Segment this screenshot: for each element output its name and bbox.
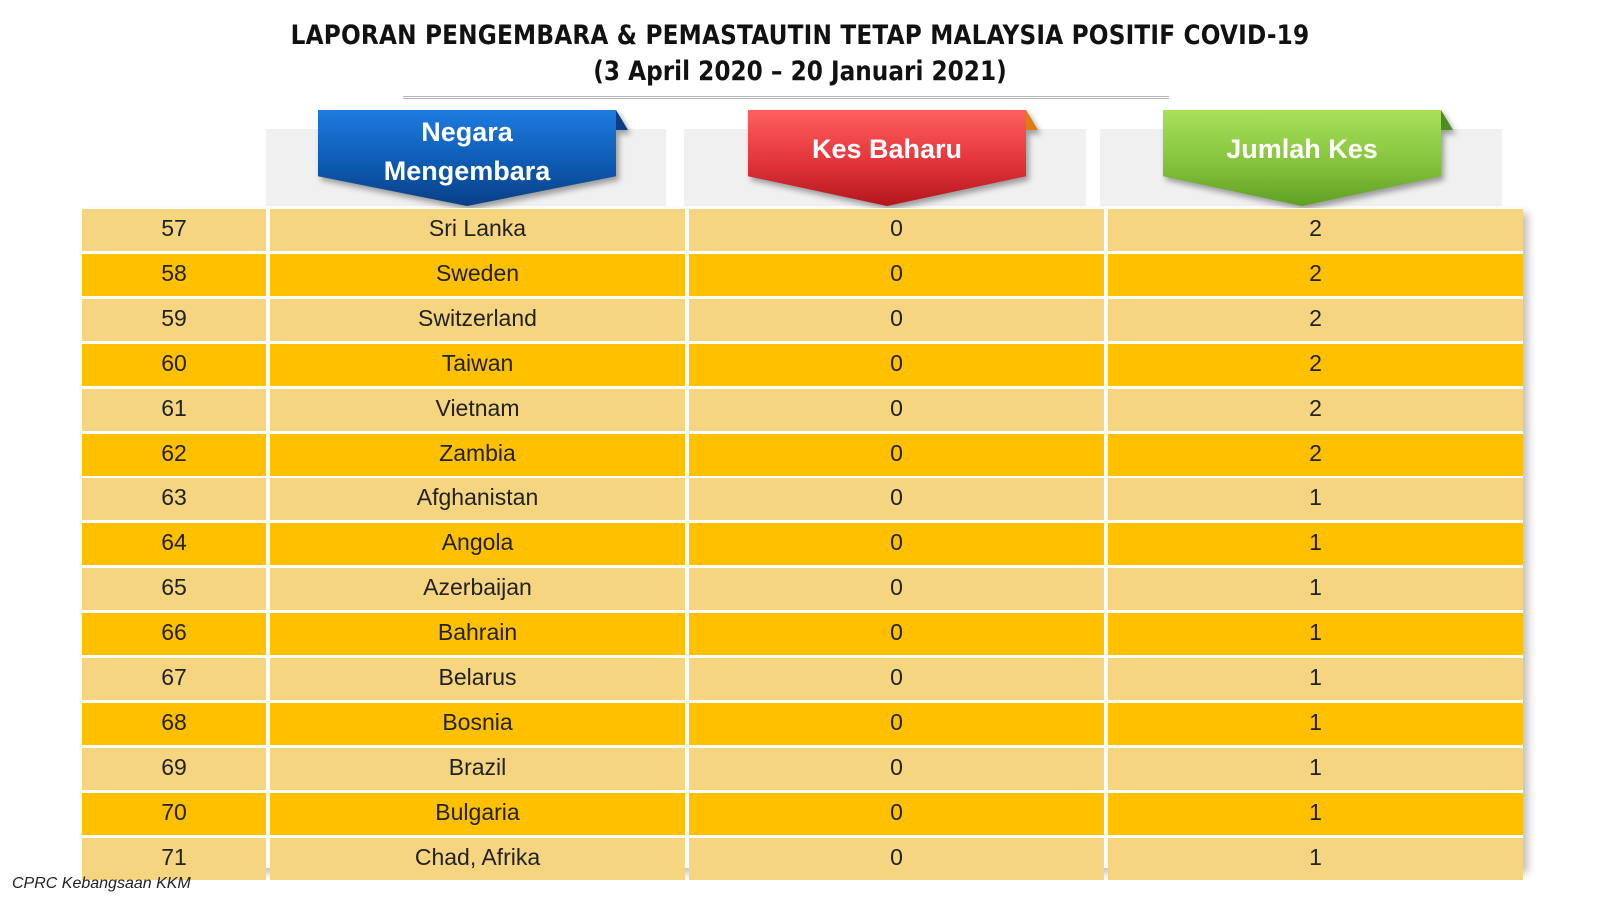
table-row: 67 Belarus 0 1 xyxy=(82,658,1523,700)
cases-table: 57 Sri Lanka 0 2 58 Sweden 0 2 59 Switze… xyxy=(82,208,1523,880)
row-total-cases: 2 xyxy=(1108,209,1523,251)
row-country: Angola xyxy=(270,523,685,565)
table-row: 62 Zambia 0 2 xyxy=(82,434,1523,476)
report-title-line1: LAPORAN PENGEMBARA & PEMASTAUTIN TETAP M… xyxy=(290,20,1310,51)
table-row: 61 Vietnam 0 2 xyxy=(82,389,1523,431)
row-total-cases: 1 xyxy=(1108,838,1523,880)
row-total-cases: 1 xyxy=(1108,793,1523,835)
row-number: 62 xyxy=(82,434,266,476)
row-total-cases: 1 xyxy=(1108,658,1523,700)
banner-fold-decoration xyxy=(616,110,628,130)
row-number: 65 xyxy=(82,568,266,610)
row-country: Brazil xyxy=(270,748,685,790)
row-total-cases: 2 xyxy=(1108,299,1523,341)
table-row: 57 Sri Lanka 0 2 xyxy=(82,209,1523,251)
source-footer: CPRC Kebangsaan KKM xyxy=(12,875,191,892)
row-country: Bulgaria xyxy=(270,793,685,835)
row-new-cases: 0 xyxy=(689,299,1104,341)
row-number: 63 xyxy=(82,478,266,520)
row-total-cases: 2 xyxy=(1108,434,1523,476)
header-country: Negara Mengembara xyxy=(318,110,628,206)
header-total-cases: Jumlah Kes xyxy=(1163,110,1453,206)
row-new-cases: 0 xyxy=(689,389,1104,431)
report-title: LAPORAN PENGEMBARA & PEMASTAUTIN TETAP M… xyxy=(112,18,1488,90)
row-total-cases: 2 xyxy=(1108,389,1523,431)
row-country: Afghanistan xyxy=(270,478,685,520)
title-divider xyxy=(403,96,1169,99)
row-number: 69 xyxy=(82,748,266,790)
row-number: 61 xyxy=(82,389,266,431)
table-row: 58 Sweden 0 2 xyxy=(82,254,1523,296)
row-new-cases: 0 xyxy=(689,568,1104,610)
row-total-cases: 1 xyxy=(1108,703,1523,745)
table-row: 68 Bosnia 0 1 xyxy=(82,703,1523,745)
header-new-cases: Kes Baharu xyxy=(748,110,1038,206)
row-country: Vietnam xyxy=(270,389,685,431)
row-new-cases: 0 xyxy=(689,344,1104,386)
row-new-cases: 0 xyxy=(689,703,1104,745)
row-number: 67 xyxy=(82,658,266,700)
row-new-cases: 0 xyxy=(689,793,1104,835)
row-number: 70 xyxy=(82,793,266,835)
row-country: Switzerland xyxy=(270,299,685,341)
row-country: Chad, Afrika xyxy=(270,838,685,880)
row-total-cases: 1 xyxy=(1108,748,1523,790)
banner-fold-decoration xyxy=(1026,110,1038,130)
row-new-cases: 0 xyxy=(689,658,1104,700)
banner-fold-decoration xyxy=(1441,110,1453,130)
table-row: 69 Brazil 0 1 xyxy=(82,748,1523,790)
row-number: 64 xyxy=(82,523,266,565)
row-country: Belarus xyxy=(270,658,685,700)
row-country: Taiwan xyxy=(270,344,685,386)
row-number: 59 xyxy=(82,299,266,341)
header-country-line1: Negara xyxy=(421,117,513,147)
row-total-cases: 2 xyxy=(1108,254,1523,296)
row-new-cases: 0 xyxy=(689,613,1104,655)
table-row: 70 Bulgaria 0 1 xyxy=(82,793,1523,835)
row-number: 57 xyxy=(82,209,266,251)
row-total-cases: 2 xyxy=(1108,344,1523,386)
table-row: 66 Bahrain 0 1 xyxy=(82,613,1523,655)
row-number: 66 xyxy=(82,613,266,655)
table-row: 71 Chad, Afrika 0 1 xyxy=(82,838,1523,880)
row-total-cases: 1 xyxy=(1108,568,1523,610)
table-row: 63 Afghanistan 0 1 xyxy=(82,478,1523,520)
row-new-cases: 0 xyxy=(689,478,1104,520)
table-row: 64 Angola 0 1 xyxy=(82,523,1523,565)
row-total-cases: 1 xyxy=(1108,478,1523,520)
row-new-cases: 0 xyxy=(689,254,1104,296)
row-country: Azerbaijan xyxy=(270,568,685,610)
row-new-cases: 0 xyxy=(689,838,1104,880)
header-total-cases-label: Jumlah Kes xyxy=(1226,134,1378,164)
row-new-cases: 0 xyxy=(689,748,1104,790)
row-new-cases: 0 xyxy=(689,434,1104,476)
header-country-line2: Mengembara xyxy=(383,156,551,186)
table-row: 65 Azerbaijan 0 1 xyxy=(82,568,1523,610)
row-country: Sri Lanka xyxy=(270,209,685,251)
row-number: 58 xyxy=(82,254,266,296)
header-new-cases-label: Kes Baharu xyxy=(811,134,963,164)
row-new-cases: 0 xyxy=(689,209,1104,251)
table-row: 60 Taiwan 0 2 xyxy=(82,344,1523,386)
row-total-cases: 1 xyxy=(1108,523,1523,565)
row-country: Bosnia xyxy=(270,703,685,745)
row-country: Bahrain xyxy=(270,613,685,655)
row-country: Zambia xyxy=(270,434,685,476)
row-number: 71 xyxy=(82,838,266,880)
row-total-cases: 1 xyxy=(1108,613,1523,655)
row-number: 68 xyxy=(82,703,266,745)
row-number: 60 xyxy=(82,344,266,386)
row-new-cases: 0 xyxy=(689,523,1104,565)
row-country: Sweden xyxy=(270,254,685,296)
table-row: 59 Switzerland 0 2 xyxy=(82,299,1523,341)
report-title-date-range: (3 April 2020 – 20 Januari 2021) xyxy=(593,56,1007,87)
